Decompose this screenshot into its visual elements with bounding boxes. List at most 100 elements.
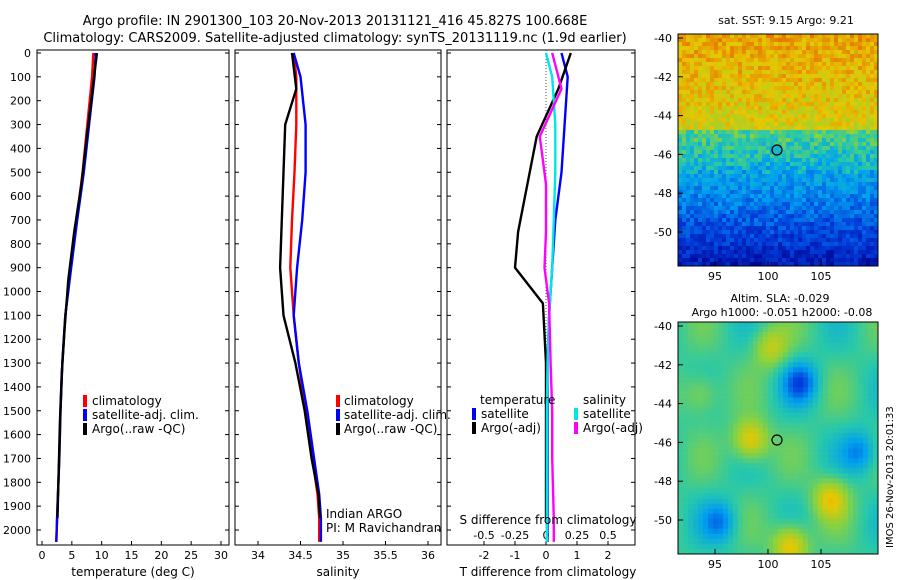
sst-map-cell [746,262,751,267]
sla-map-cell [783,427,789,434]
sst-map-cell [698,174,703,179]
sst-map-cell [746,214,751,219]
sst-map-cell [690,106,695,111]
sst-map-cell [826,74,831,79]
sst-map-cell [690,262,695,267]
sst-map-cell [758,42,763,47]
sla-map-cell [823,327,829,333]
sla-map-cell [723,488,729,494]
sst-map-cell [770,198,775,203]
sst-map-cell [766,66,771,71]
sla-map-cell [798,357,804,363]
sst-map-cell [726,118,731,123]
sst-map-cell [846,186,851,191]
sst-map-cell [814,182,819,187]
sst-map-cell [682,182,687,187]
sla-map-cell [848,533,854,540]
sla-map-cell [743,377,749,383]
sst-map-cell [730,130,735,135]
sla-map-cell [873,392,879,398]
sst-map-cell [846,126,851,131]
sst-map-cell [758,110,763,115]
sst-map-cell [818,138,823,143]
sla-map-cell [858,402,864,409]
sst-map-cell [678,170,683,175]
sst-map-cell [746,154,751,159]
sla-map-cell [743,427,749,434]
sst-map-cell [810,74,815,79]
sst-map-cell [846,150,851,155]
sla-map-cell [803,407,809,414]
sla-map-cell [738,543,744,550]
sla-map-cell [848,438,854,444]
sla-map-cell [738,382,744,388]
sla-map-cell [738,498,744,504]
sst-map-cell [818,34,823,39]
sst-map-cell [714,58,719,63]
sst-map-cell [810,174,815,179]
sla-map-cell [818,377,824,383]
sla-map-cell [693,523,699,530]
sst-map-cell [810,222,815,227]
sst-map-cell [802,130,807,135]
sla-map-cell [688,407,694,414]
sst-map-cell [694,262,699,267]
sla-map-cell [723,448,729,454]
sla-map-cell [763,342,769,348]
sla-map-cell [853,377,859,383]
sst-map-cell [810,46,815,51]
sla-map-cell [743,473,749,479]
sla-map-cell [848,448,854,454]
sst-map-cell [686,154,691,159]
sla-map-cell [833,322,839,328]
sla-map-cell [723,377,729,383]
sla-map-cell [718,453,724,459]
sst-map-cell [778,194,783,199]
sla-map-cell [738,422,744,429]
sla-map-cell [788,518,794,525]
sst-map-cell [802,42,807,47]
sst-map-cell [686,62,691,67]
sst-map-cell [846,230,851,235]
sst-map-cell [686,82,691,87]
sst-map-cell [786,174,791,179]
sla-map-cell [688,332,694,338]
sla-map-cell [868,397,874,403]
sst-map-cell [822,174,827,179]
sst-map-cell [758,126,763,131]
sla-map-cell [873,458,879,464]
sst-map-cell [678,234,683,239]
sst-map-cell [874,130,879,135]
sla-map-cell [713,342,719,348]
sla-map-cell [763,377,769,383]
sla-map-cell [753,543,759,550]
sst-map-cell [870,82,875,87]
depth-tick-label: 1700 [3,452,31,465]
sla-map-cell [768,503,774,509]
sla-map-cell [698,427,704,434]
sst-map-cell [690,230,695,235]
sst-map-cell [846,34,851,39]
sla-map-cell [748,463,754,469]
sst-map-cell [790,42,795,47]
sla-map-cell [818,327,824,333]
sla-map-cell [828,548,834,555]
sst-map-cell [698,250,703,255]
sst-map-cell [706,234,711,239]
sla-map-cell [718,377,724,383]
sst-map-cell [798,58,803,63]
sst-map-cell [806,190,811,195]
depth-tick-label: 1200 [3,333,31,346]
sst-map-cell [826,186,831,191]
sla-map-cell [783,362,789,368]
sst-map-cell [858,214,863,219]
sst-map-cell [838,78,843,83]
sla-map-cell [803,362,809,368]
sla-map-cell [788,432,794,439]
sst-map-cell [762,66,767,71]
sla-map-cell [733,377,739,383]
sla-map-cell [833,397,839,403]
sst-map-cell [702,206,707,211]
sst-map-cell [822,66,827,71]
sla-map-cell [823,473,829,479]
